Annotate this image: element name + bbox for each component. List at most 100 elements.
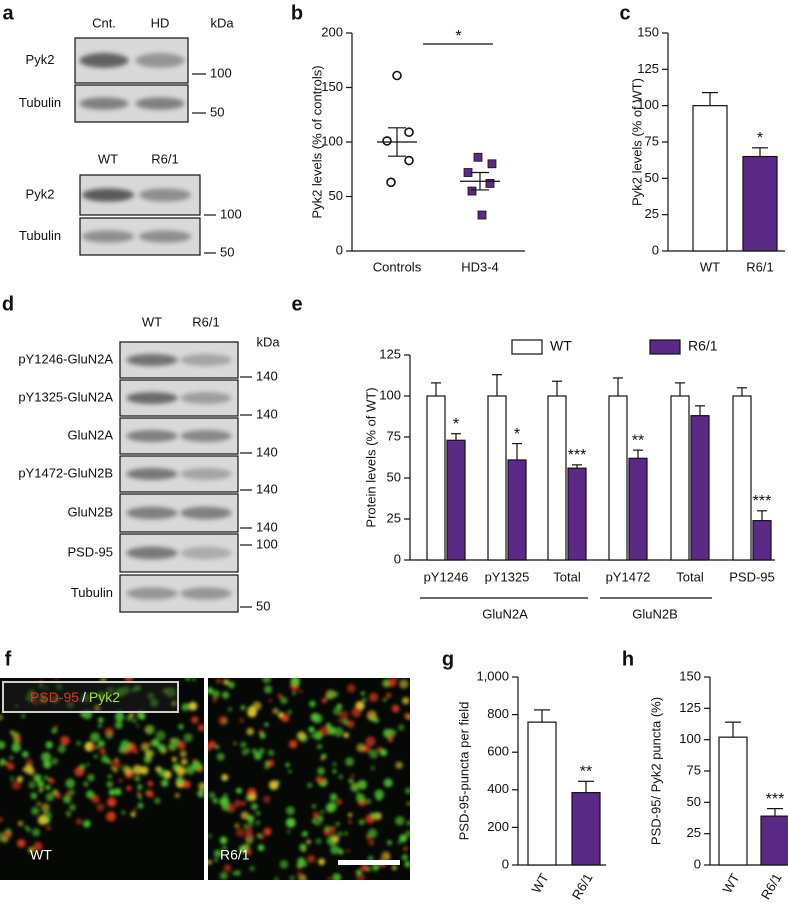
x-tick-label: R6/1	[569, 871, 596, 902]
puncta-layer	[0, 628, 410, 880]
point	[477, 210, 487, 220]
punctum	[321, 697, 327, 704]
punctum	[345, 757, 355, 767]
punctum	[213, 849, 222, 858]
punctum	[263, 795, 271, 804]
blot-band	[126, 430, 178, 442]
y-tick-label: 100	[379, 387, 401, 402]
punctum	[279, 860, 289, 869]
punctum	[313, 730, 323, 740]
puncta-group	[208, 678, 410, 880]
x-tick-label: pY1246	[424, 569, 469, 584]
punctum	[216, 752, 225, 761]
punctum	[259, 732, 266, 739]
punctum	[287, 709, 292, 715]
punctum	[181, 658, 185, 662]
punctum	[214, 857, 218, 862]
punctum	[176, 766, 186, 776]
punctum	[327, 801, 338, 812]
marker-label: 140	[256, 481, 278, 496]
punctum	[144, 724, 155, 735]
punctum	[106, 780, 114, 788]
punctum	[234, 799, 242, 808]
significance: *	[455, 28, 461, 45]
punctum	[183, 733, 193, 743]
y-tick-label: 100	[321, 133, 343, 148]
punctum	[208, 834, 212, 838]
punctum	[198, 657, 203, 662]
punctum	[118, 745, 127, 754]
punctum	[243, 843, 250, 851]
marker-label: 100	[210, 65, 232, 80]
panel-label: h	[622, 648, 634, 670]
punctum	[307, 782, 313, 788]
bar	[670, 395, 690, 561]
punctum	[175, 776, 184, 784]
punctum	[247, 705, 257, 715]
lane-label: R6/1	[151, 151, 178, 166]
punctum	[100, 663, 104, 667]
point	[473, 152, 483, 162]
punctum	[171, 756, 178, 763]
blot-band	[126, 354, 178, 366]
y-tick-label: 0	[694, 856, 701, 871]
punctum	[356, 792, 361, 797]
y-tick-label: 125	[379, 346, 401, 361]
punctum	[361, 863, 369, 872]
marker-label: 140	[256, 519, 278, 534]
y-tick-label: 200	[321, 24, 343, 39]
punctum	[284, 716, 289, 722]
row-label: pY1472-GluN2B	[18, 465, 113, 480]
punctum	[65, 778, 75, 789]
punctum	[63, 795, 72, 804]
punctum	[129, 649, 139, 659]
punctum	[338, 849, 344, 855]
punctum	[137, 784, 143, 790]
point	[463, 168, 473, 177]
punctum	[136, 724, 140, 728]
lane-label: WT	[142, 314, 162, 329]
punctum	[330, 844, 340, 855]
blot-band	[135, 97, 185, 110]
punctum	[199, 658, 202, 661]
marker-label: 100	[220, 206, 242, 221]
punctum	[5, 828, 12, 835]
punctum	[96, 803, 105, 812]
marker-label: 50	[220, 244, 234, 259]
marker-label: 50	[210, 104, 224, 119]
row-label: PSD-95	[67, 544, 113, 559]
punctum	[212, 698, 217, 703]
punctum	[323, 829, 330, 836]
punctum	[0, 758, 6, 765]
punctum	[332, 762, 337, 767]
punctum	[404, 830, 410, 838]
punctum	[188, 701, 198, 711]
punctum	[105, 732, 113, 740]
punctum	[121, 810, 126, 815]
significance: *	[514, 426, 520, 443]
punctum	[245, 849, 252, 856]
punctum	[136, 790, 142, 796]
marker-label: 100	[256, 536, 278, 551]
punctum	[223, 679, 230, 685]
punctum	[197, 789, 204, 798]
punctum	[221, 691, 230, 699]
y-tick-label: 50	[387, 469, 401, 484]
punctum	[0, 740, 6, 750]
punctum	[124, 678, 134, 682]
panel-label: d	[2, 293, 14, 315]
punctum	[402, 697, 410, 705]
punctum	[18, 840, 25, 848]
punctum	[254, 752, 262, 760]
punctum	[201, 628, 205, 632]
punctum	[106, 811, 116, 822]
row-label: GluN2A	[67, 427, 113, 442]
legend-label: R6/1	[688, 338, 718, 354]
y-tick-label: 150	[679, 668, 701, 683]
punctum	[386, 692, 392, 699]
blot-band	[180, 430, 232, 442]
punctum	[391, 704, 400, 713]
punctum	[86, 790, 95, 799]
punctum	[383, 778, 393, 788]
punctum	[169, 746, 174, 751]
